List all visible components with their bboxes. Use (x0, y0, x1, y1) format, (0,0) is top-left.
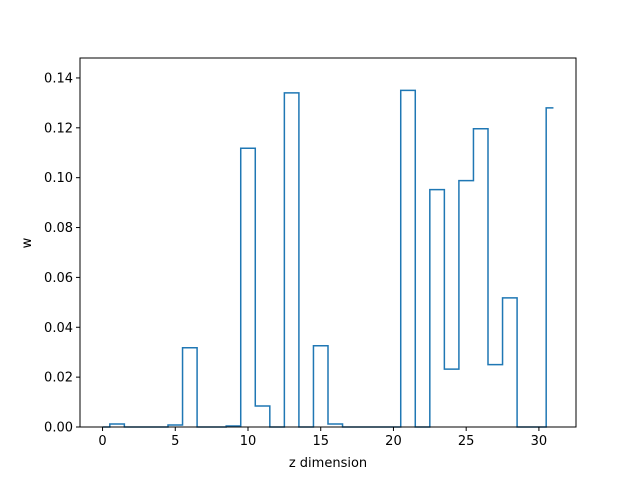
x-axis-ticks: 0 5 10 15 20 25 30 (98, 427, 547, 449)
x-tick-label: 25 (458, 434, 475, 449)
y-axis-title: w (20, 237, 35, 248)
series-layer (102, 89, 554, 428)
y-tick-label: 0.04 (44, 321, 73, 336)
y-tick-label: 0.06 (44, 271, 73, 286)
y-tick-label: 0.08 (44, 221, 73, 236)
x-tick-label: 20 (385, 434, 402, 449)
x-tick-label: 5 (171, 434, 179, 449)
x-tick-label: 30 (531, 434, 548, 449)
x-axis-title: z dimension (289, 456, 367, 471)
x-tick-label: 15 (312, 434, 329, 449)
y-tick-label: 0.10 (44, 171, 73, 186)
series-line (102, 89, 554, 428)
y-tick-label: 0.12 (44, 121, 73, 136)
x-tick-label: 10 (240, 434, 257, 449)
plot-frame (79, 57, 577, 428)
y-tick-label: 0.00 (44, 421, 73, 436)
y-tick-label: 0.02 (44, 371, 73, 386)
y-tick-label: 0.14 (44, 71, 73, 86)
y-axis-ticks: 0.00 0.02 0.04 0.06 0.08 0.10 0.12 0.14 (44, 71, 80, 436)
x-tick-label: 0 (98, 434, 106, 449)
